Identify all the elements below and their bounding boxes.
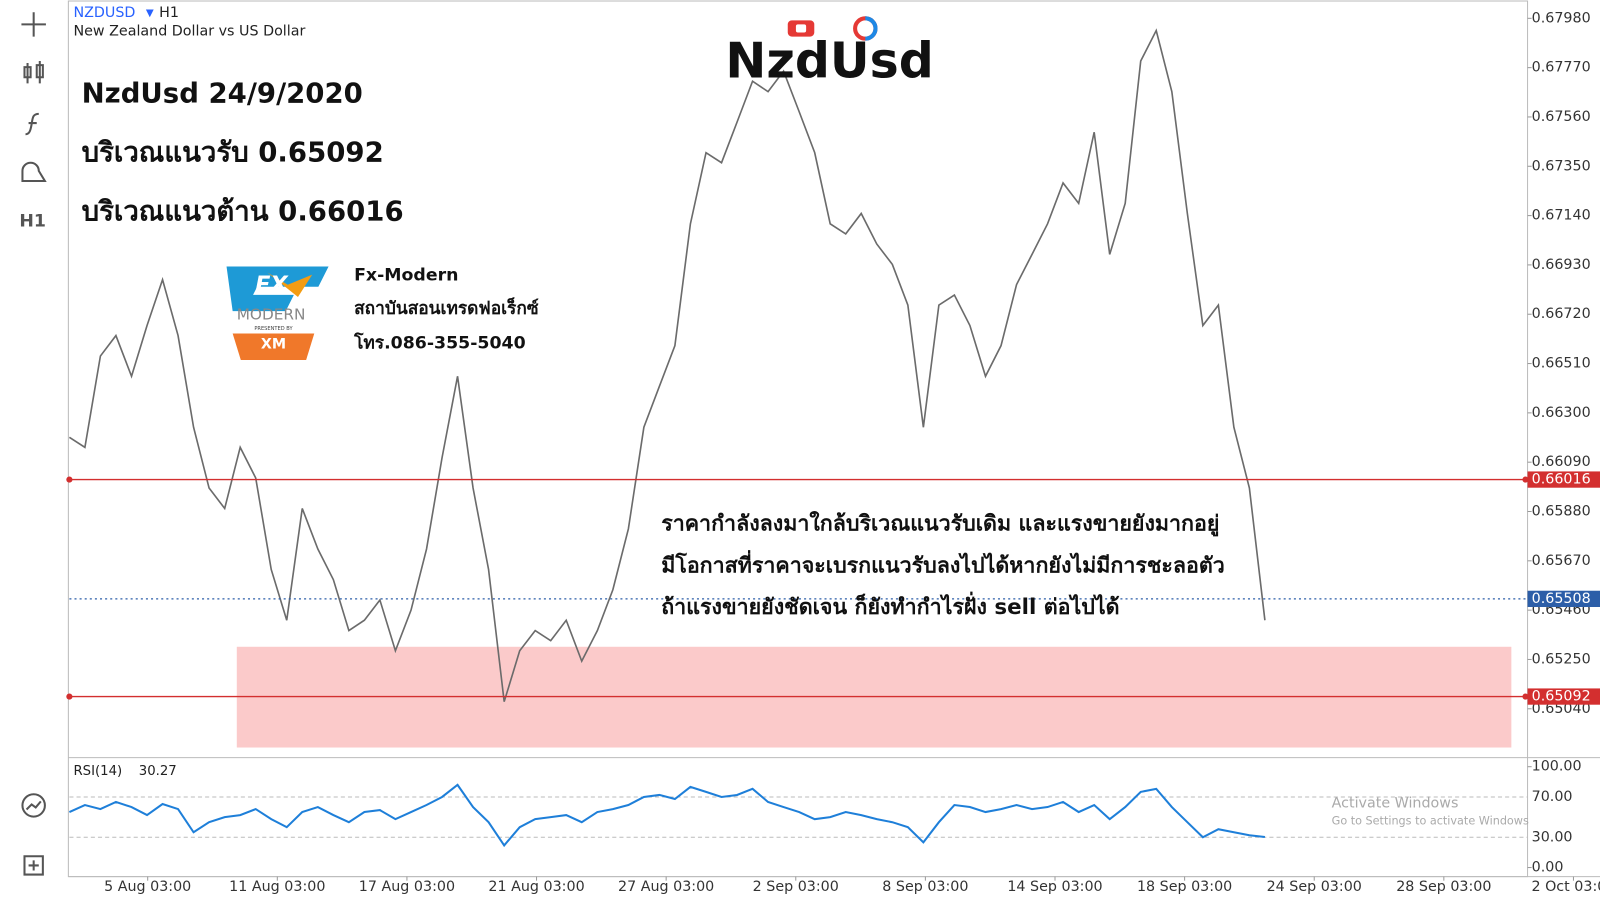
rsi-tick-label: 0.00 xyxy=(1532,860,1564,876)
x-tick-label: 24 Sep 03:00 xyxy=(1267,879,1362,895)
rsi-value: 30.27 xyxy=(139,764,177,779)
candles-tool[interactable] xyxy=(23,61,44,84)
logo-presented: PRESENTED BY xyxy=(254,326,293,332)
add-button[interactable] xyxy=(23,855,44,876)
rsi-tick-label: 70.00 xyxy=(1532,789,1573,805)
indicators-icon xyxy=(25,800,42,811)
logo-sponsor: XM xyxy=(261,337,286,353)
rsi-title: RSI(14) xyxy=(73,764,122,779)
watermark-icons xyxy=(787,16,878,41)
logo-name: Fx-Modern xyxy=(354,266,458,286)
x-tick-label: 8 Sep 03:00 xyxy=(882,879,968,895)
level-label-box xyxy=(1527,688,1600,705)
symbol-description: New Zealand Dollar vs US Dollar xyxy=(73,24,305,40)
y-tick-label: 0.67350 xyxy=(1532,158,1591,174)
indicator-tool[interactable] xyxy=(25,112,39,136)
logo-school: สถาบันสอนเทรดฟอเร็กซ์ xyxy=(354,296,539,319)
level-handle xyxy=(1522,693,1529,700)
x-tick-label: 18 Sep 03:00 xyxy=(1137,879,1232,895)
rsi-tick-label: 30.00 xyxy=(1532,829,1573,845)
level-handle xyxy=(1522,476,1529,483)
y-tick-label: 0.66930 xyxy=(1532,257,1591,273)
y-tick-label: 0.66510 xyxy=(1532,356,1591,372)
logo-mark: FX xyxy=(255,272,289,298)
logo-brand: MODERN xyxy=(237,306,306,324)
x-tick-label: 2 Sep 03:00 xyxy=(753,879,839,895)
rsi-tick-label: 100.00 xyxy=(1532,759,1582,775)
rsi-line xyxy=(68,783,1266,848)
level-label: 0.65092 xyxy=(1532,689,1591,705)
y-tick-label: 0.66720 xyxy=(1532,306,1591,322)
objects-tool[interactable] xyxy=(21,161,47,183)
y-tick-label: 0.65250 xyxy=(1532,651,1591,667)
comment-line: ราคากำลังลงมาใกล้บริเวณแนวรับเดิม และแรง… xyxy=(661,511,1219,538)
y-tick-label: 0.65670 xyxy=(1532,553,1591,569)
indicators-button[interactable] xyxy=(21,793,46,818)
toolbar xyxy=(21,12,47,876)
logo xyxy=(226,266,329,360)
y-tick-label: 0.67140 xyxy=(1532,208,1591,224)
header-timeframe: H1 xyxy=(159,5,179,21)
logo-phone: โทร.086-355-5040 xyxy=(353,332,526,354)
y-tick-label: 0.65880 xyxy=(1532,504,1591,520)
level-label-box xyxy=(1527,471,1600,488)
x-tick-label: 27 Aug 03:00 xyxy=(618,879,714,895)
y-tick-label: 0.65040 xyxy=(1532,701,1591,717)
level-handle xyxy=(66,693,73,700)
crosshair-tool[interactable] xyxy=(21,12,46,37)
comment-line: ถ้าแรงขายยังชัดเจน ก็ยังทำกำไรฝั่ง sell … xyxy=(661,591,1119,620)
note-support: บริเวณแนวรับ 0.65092 xyxy=(82,137,384,169)
y-tick-label: 0.67560 xyxy=(1532,109,1591,125)
y-tick-label: 0.66090 xyxy=(1532,454,1591,470)
symbol-caret[interactable]: ▼ xyxy=(146,8,154,19)
level-label-box xyxy=(1527,590,1600,608)
y-tick-label: 0.66300 xyxy=(1532,405,1591,421)
activation-hint: Go to Settings to activate Windows xyxy=(1332,815,1529,828)
activation-title: Activate Windows xyxy=(1332,795,1459,811)
x-tick-label: 28 Sep 03:00 xyxy=(1396,879,1491,895)
y-tick-label: 0.67770 xyxy=(1532,60,1591,76)
x-tick-label: 5 Aug 03:00 xyxy=(104,879,191,895)
x-tick-label: 21 Aug 03:00 xyxy=(488,879,584,895)
level-label: 0.65508 xyxy=(1532,591,1591,607)
level-label: 0.66016 xyxy=(1532,472,1591,488)
x-tick-label: 17 Aug 03:00 xyxy=(359,879,455,895)
comment-line: มีโอกาสที่ราคาจะเบรกแนวรับลงไปได้หากยังไ… xyxy=(661,549,1225,578)
timeframe-button[interactable]: H1 xyxy=(19,212,46,232)
x-tick-label: 2 Oct 03:00 xyxy=(1531,879,1600,895)
note-resistance: บริเวณแนวต้าน 0.66016 xyxy=(82,196,404,228)
y-tick-label: 0.67980 xyxy=(1532,10,1591,26)
x-tick-label: 11 Aug 03:00 xyxy=(229,879,325,895)
price-line xyxy=(68,28,1266,702)
watermark-title: NzdUsd xyxy=(725,33,933,90)
level-handle xyxy=(66,476,73,483)
x-tick-label: 14 Sep 03:00 xyxy=(1007,879,1102,895)
symbol[interactable]: NZDUSD xyxy=(73,5,135,21)
note-date: NzdUsd 24/9/2020 xyxy=(82,78,363,110)
